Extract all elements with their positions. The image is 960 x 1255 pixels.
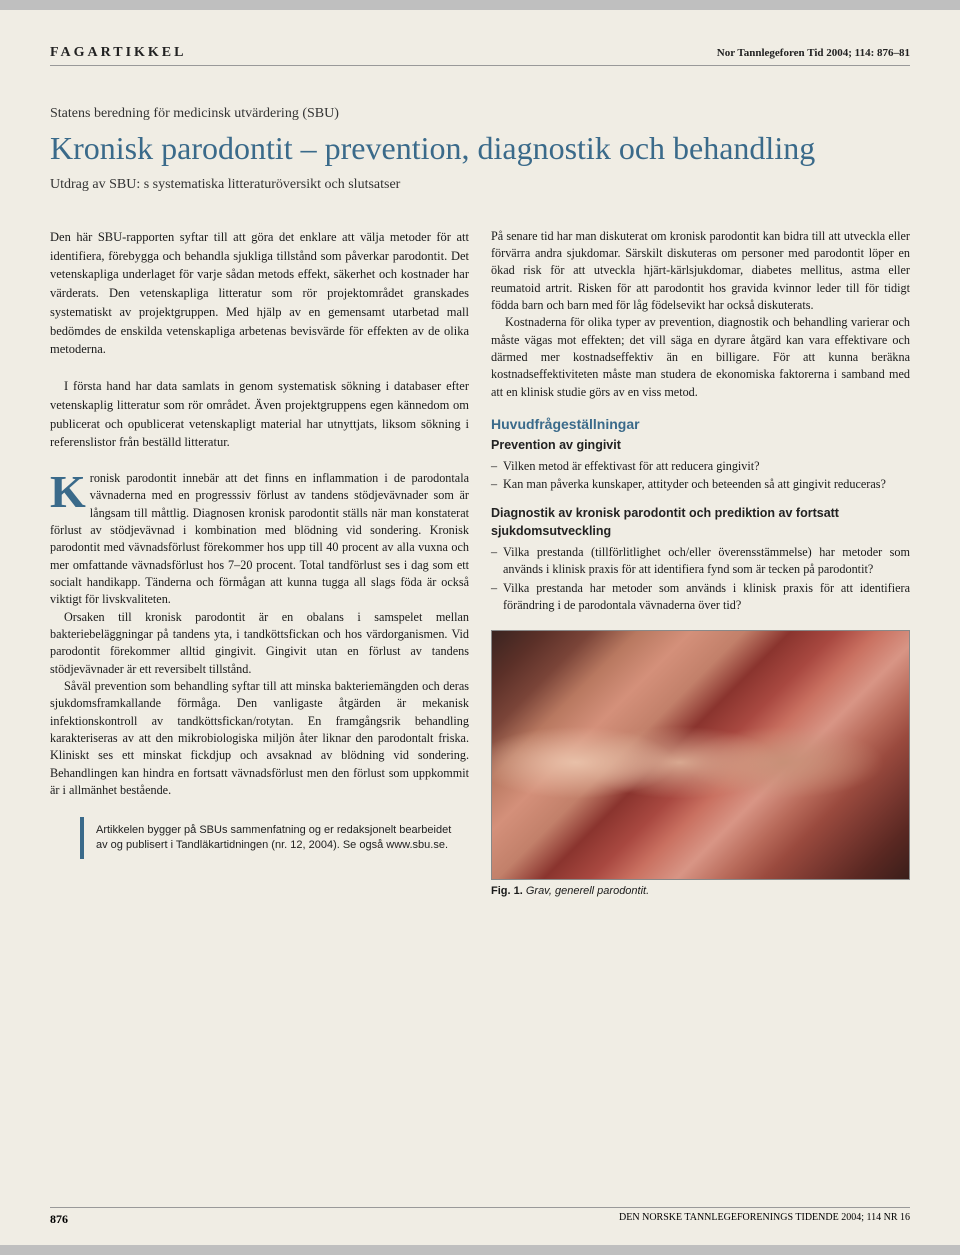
footer-journal: DEN NORSKE TANNLEGEFORENINGS TIDENDE 200…	[619, 1212, 910, 1227]
article-subtitle: Utdrag av SBU: s systematiska litteratur…	[50, 177, 910, 193]
dropcap: K	[50, 470, 90, 511]
header-row: FAGARTIKKEL Nor Tannlegeforen Tid 2004; …	[50, 45, 910, 66]
heading-diagnostics: Diagnostik av kronisk parodontit och pre…	[491, 505, 910, 541]
body-p1-text: ronisk parodontit innebär att det finns …	[50, 471, 469, 606]
prevention-list: Vilken metod är effektivast för att redu…	[491, 458, 910, 494]
list-item: Vilken metod är effektivast för att redu…	[491, 458, 910, 475]
figure-1-image	[491, 630, 910, 880]
right-p1: På senare tid har man diskuterat om kron…	[491, 228, 910, 315]
list-item: Kan man påverka kunskaper, attityder och…	[491, 476, 910, 493]
list-item: Vilka prestanda (tillförlitlighet och/el…	[491, 544, 910, 579]
editorial-note: Artikkelen bygger på SBUs sammenfatning …	[80, 817, 469, 859]
left-column: Den här SBU-rapporten syftar till att gö…	[50, 228, 469, 900]
right-p2: Kostnaderna för olika typer av preventio…	[491, 314, 910, 401]
abstract-p2: I första hand har data samlats in genom …	[50, 377, 469, 452]
supertitle: Statens beredning för medicinsk utvärder…	[50, 106, 910, 122]
page-number: 876	[50, 1212, 68, 1227]
page-footer: 876 DEN NORSKE TANNLEGEFORENINGS TIDENDE…	[50, 1207, 910, 1227]
body-p3: Såväl prevention som behandling syftar t…	[50, 678, 469, 799]
diagnostics-list: Vilka prestanda (tillförlitlighet och/el…	[491, 544, 910, 614]
heading-main-questions: Huvudfrågeställningar	[491, 415, 910, 435]
figure-1-caption: Fig. 1. Grav, generell parodontit.	[491, 884, 910, 900]
page: FAGARTIKKEL Nor Tannlegeforen Tid 2004; …	[0, 10, 960, 1245]
body-p2: Orsaken till kronisk parodontit är en ob…	[50, 609, 469, 678]
abstract-p1: Den här SBU-rapporten syftar till att gö…	[50, 228, 469, 359]
figure-label: Fig. 1.	[491, 885, 523, 897]
content-columns: Den här SBU-rapporten syftar till att gö…	[50, 228, 910, 900]
figure-1: Fig. 1. Grav, generell parodontit.	[491, 630, 910, 900]
article-title: Kronisk parodontit – prevention, diagnos…	[50, 130, 910, 167]
section-label: FAGARTIKKEL	[50, 45, 186, 61]
list-item: Vilka prestanda har metoder som används …	[491, 580, 910, 615]
heading-prevention: Prevention av gingivit	[491, 437, 910, 455]
journal-ref: Nor Tannlegeforen Tid 2004; 114: 876–81	[717, 47, 910, 59]
figure-text: Grav, generell parodontit.	[526, 885, 649, 897]
right-column: På senare tid har man diskuterat om kron…	[491, 228, 910, 900]
body-p1: Kronisk parodontit innebär att det finns…	[50, 470, 469, 609]
